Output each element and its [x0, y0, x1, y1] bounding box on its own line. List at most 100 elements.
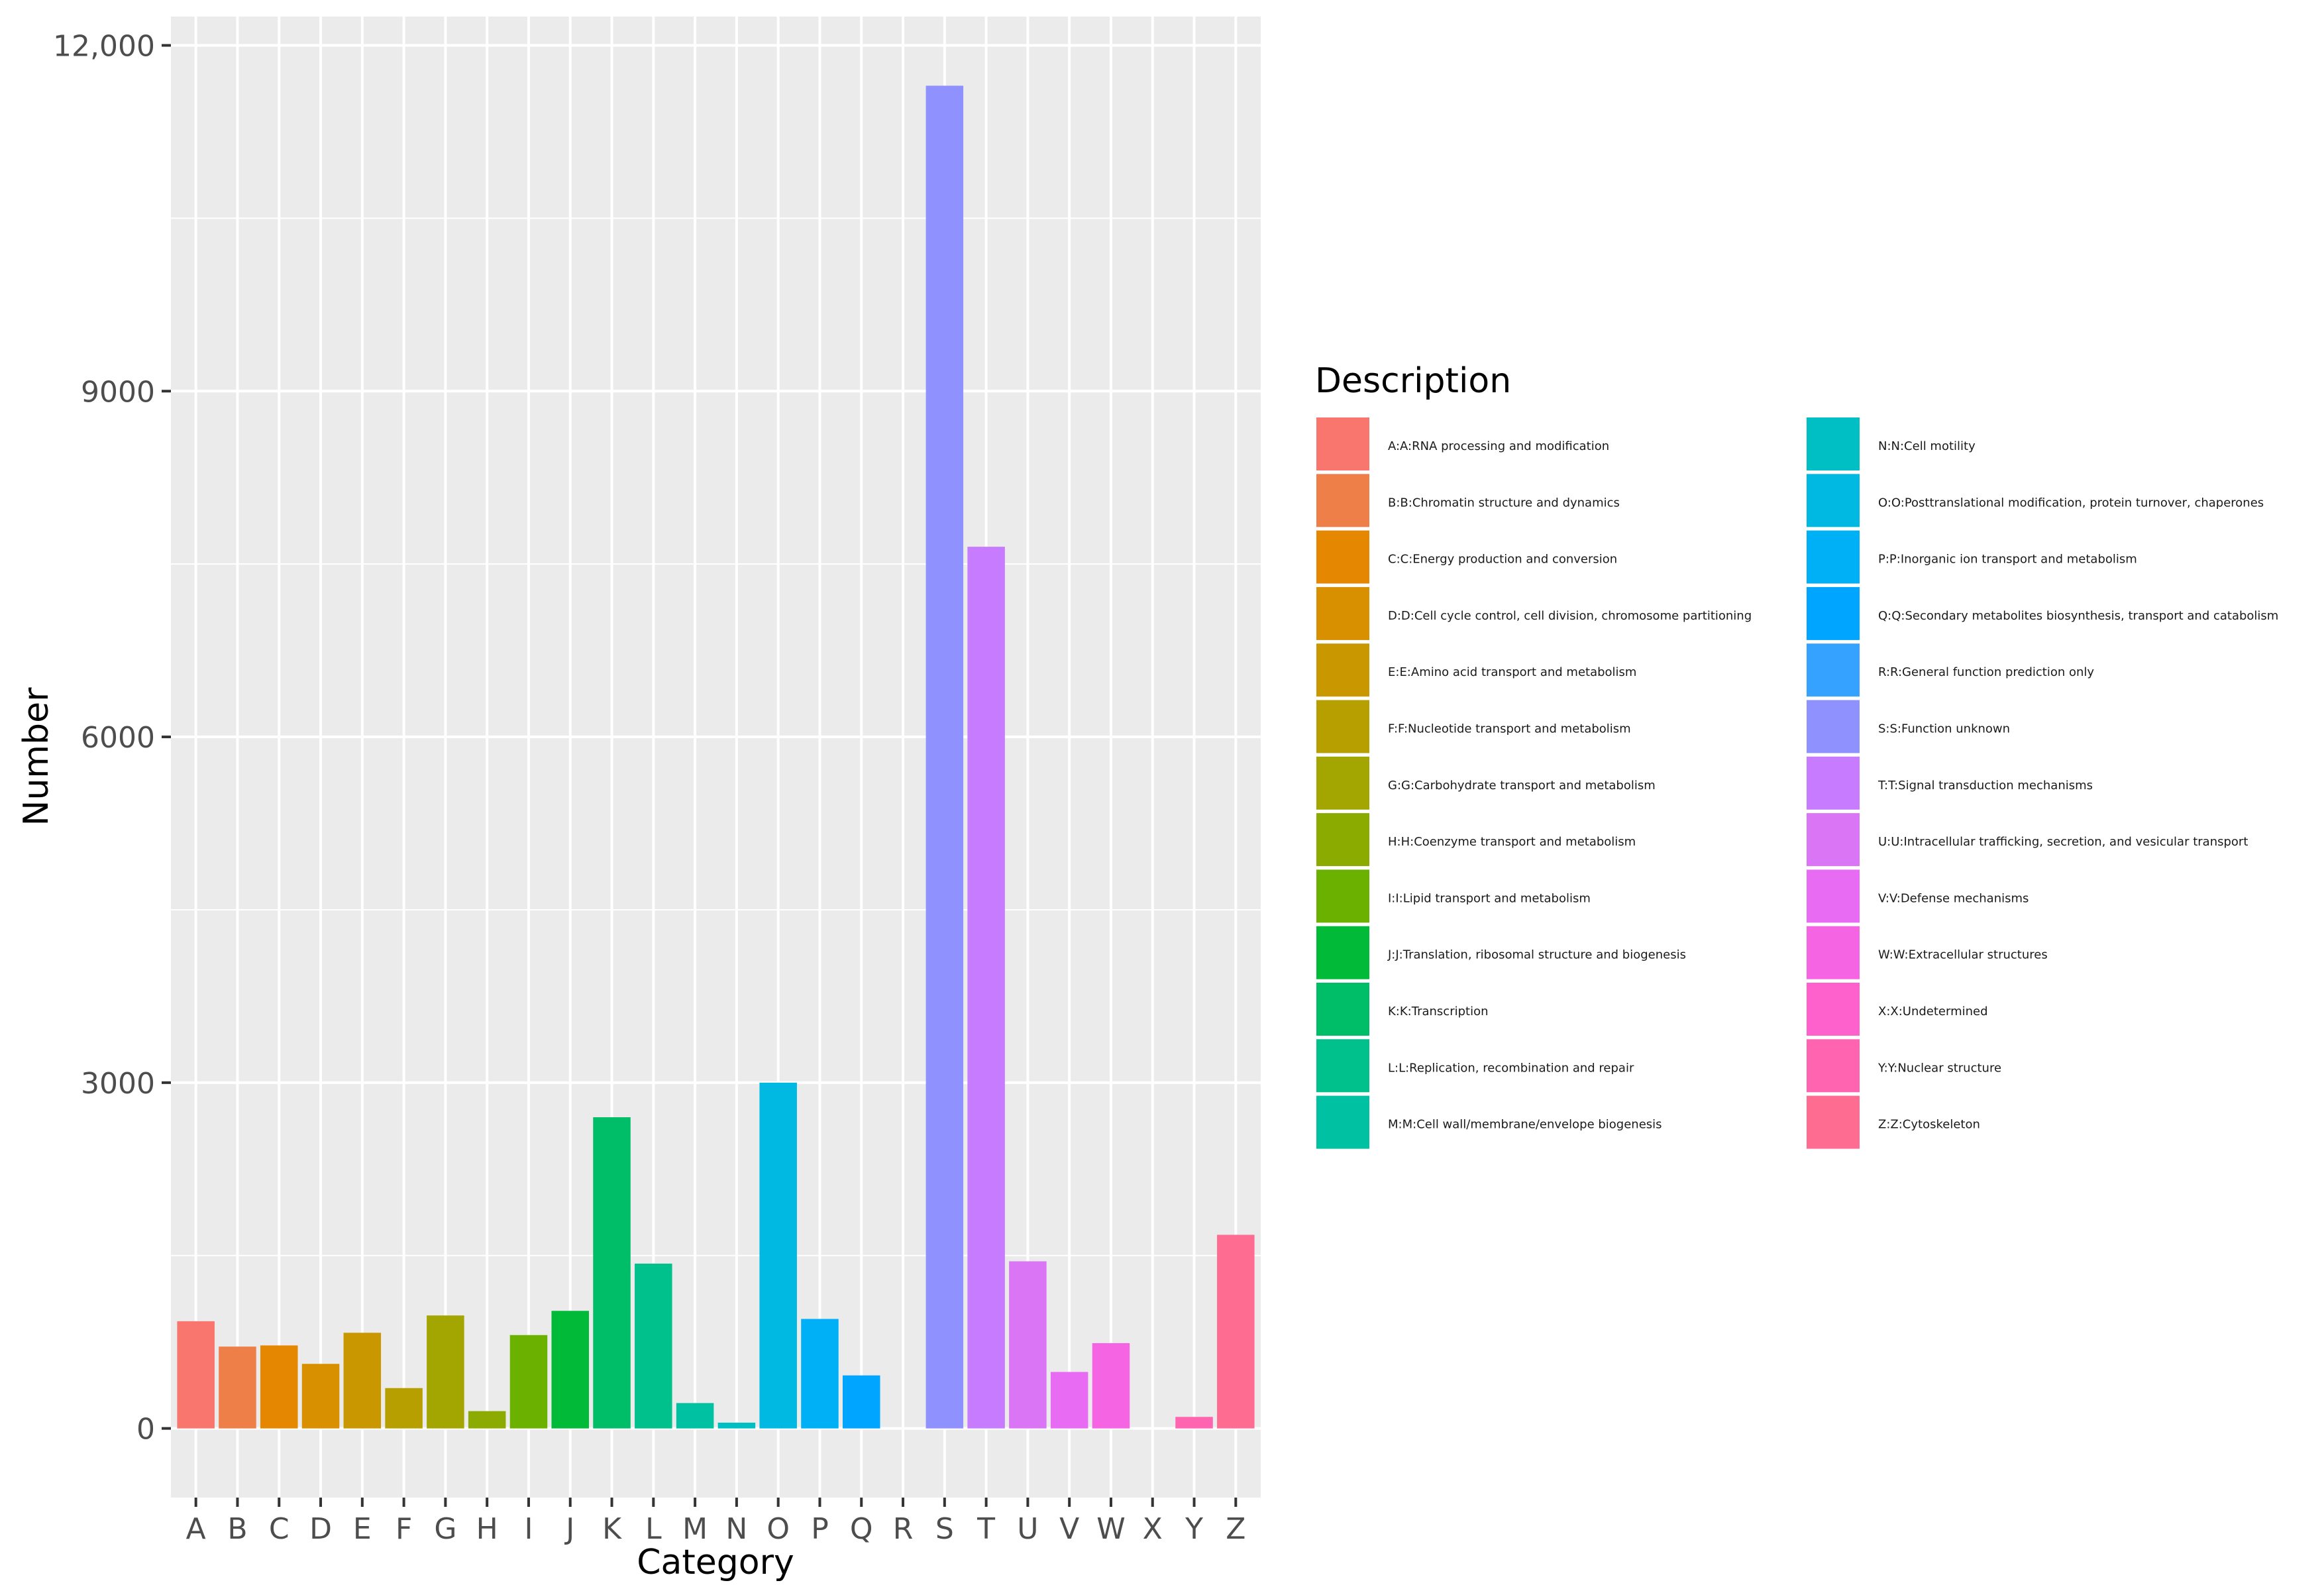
y-tick-label: 3000 [81, 1067, 155, 1101]
legend-item: V:V:Defense mechanisms [1807, 869, 2029, 923]
bar-B [219, 1346, 256, 1429]
bar-Q [842, 1375, 880, 1429]
legend-key [1807, 417, 1860, 470]
x-tick-label: J [564, 1512, 574, 1546]
legend-label: N:N:Cell motility [1878, 439, 1976, 453]
bar-L [635, 1263, 672, 1429]
bar-O [759, 1082, 797, 1429]
bar-G [427, 1315, 464, 1429]
legend-item: G:G:Carbohydrate transport and metabolis… [1316, 756, 1656, 810]
legend-key [1316, 869, 1369, 923]
legend-label: H:H:Coenzyme transport and metabolism [1388, 835, 1636, 849]
bar-F [385, 1388, 423, 1429]
legend-key [1807, 926, 1860, 979]
legend-label: M:M:Cell wall/membrane/envelope biogenes… [1388, 1118, 1662, 1132]
x-tick-label: A [186, 1512, 206, 1546]
y-tick-label: 12,000 [53, 29, 155, 63]
legend-key [1316, 1039, 1369, 1093]
legend-item: W:W:Extracellular structures [1807, 926, 2048, 979]
x-tick-label: I [524, 1512, 533, 1546]
legend-key [1807, 1095, 1860, 1149]
legend-key [1807, 474, 1860, 527]
legend-label: F:F:Nucleotide transport and metabolism [1388, 722, 1631, 736]
x-tick-label: V [1059, 1512, 1079, 1546]
legend-label: P:P:Inorganic ion transport and metaboli… [1878, 553, 2137, 567]
bar-K [593, 1117, 631, 1429]
legend-item: Z:Z:Cytoskeleton [1807, 1095, 1980, 1149]
legend-item: I:I:Lipid transport and metabolism [1316, 869, 1591, 923]
legend-item: C:C:Energy production and conversion [1316, 530, 1617, 584]
legend-label: S:S:Function unknown [1878, 722, 2010, 736]
legend-key [1807, 530, 1860, 584]
x-tick-label: H [476, 1512, 498, 1546]
legend-key [1316, 474, 1369, 527]
legend-label: I:I:Lipid transport and metabolism [1388, 891, 1591, 905]
bar-C [260, 1345, 298, 1429]
legend: A:A:RNA processing and modification B:B:C… [1316, 417, 2278, 1149]
legend-key [1316, 700, 1369, 753]
x-tick-label: K [602, 1512, 622, 1546]
x-tick-label: M [682, 1512, 708, 1546]
legend-label: J:J:Translation, ribosomal structure and… [1387, 948, 1686, 962]
legend-label: D:D:Cell cycle control, cell division, c… [1388, 609, 1752, 623]
legend-item: D:D:Cell cycle control, cell division, c… [1316, 586, 1752, 640]
legend-title: Description [1315, 361, 1511, 401]
legend-item: H:H:Coenzyme transport and metabolism [1316, 813, 1636, 867]
legend-label: Y:Y:Nuclear structure [1877, 1061, 2001, 1075]
legend-key [1807, 813, 1860, 867]
x-tick-label: X [1143, 1512, 1163, 1546]
legend-item: R:R:General function prediction only [1807, 643, 2094, 697]
legend-key [1807, 869, 1860, 923]
bar-H [468, 1411, 506, 1429]
legend-item: A:A:RNA processing and modification [1316, 417, 1609, 470]
legend-key [1807, 756, 1860, 810]
bar-I [509, 1335, 548, 1429]
legend-key [1316, 813, 1369, 867]
legend-key [1316, 756, 1369, 810]
legend-item: X:X:Undetermined [1807, 983, 1988, 1036]
x-tick-label: D [309, 1512, 332, 1546]
x-tick-label: U [1017, 1512, 1038, 1546]
legend-item: P:P:Inorganic ion transport and metaboli… [1807, 530, 2137, 584]
legend-label: W:W:Extracellular structures [1878, 948, 2048, 962]
bar-D [301, 1364, 340, 1429]
x-tick-label: E [353, 1512, 372, 1546]
bars [177, 85, 1255, 1429]
bar-W [1092, 1343, 1130, 1429]
legend-key [1807, 700, 1860, 753]
x-tick-label: G [434, 1512, 456, 1546]
x-tick-label: O [766, 1512, 790, 1546]
legend-item: B:B:Chromatin structure and dynamics [1316, 474, 1620, 527]
legend-label: Z:Z:Cytoskeleton [1878, 1118, 1980, 1132]
x-tick-label: Y [1185, 1512, 1203, 1546]
bar-V [1050, 1372, 1088, 1429]
x-tick-label: L [645, 1512, 662, 1546]
bar-T [967, 547, 1005, 1429]
legend-label: G:G:Carbohydrate transport and metabolis… [1388, 779, 1656, 793]
legend-item: J:J:Translation, ribosomal structure and… [1316, 926, 1686, 979]
bar-N [717, 1422, 756, 1429]
y-axis-title: Number [17, 687, 56, 826]
legend-label: K:K:Transcription [1388, 1005, 1489, 1018]
bar-M [676, 1403, 714, 1429]
x-tick-label: N [725, 1512, 747, 1546]
bar-S [925, 85, 964, 1429]
x-tick-label: F [396, 1512, 412, 1546]
legend-key [1807, 1039, 1860, 1093]
bar-U [1009, 1261, 1047, 1429]
legend-key [1807, 643, 1860, 697]
legend-item: S:S:Function unknown [1807, 700, 2010, 753]
legend-item: L:L:Replication, recombination and repai… [1316, 1039, 1634, 1093]
bar-P [801, 1319, 839, 1429]
legend-label: B:B:Chromatin structure and dynamics [1388, 496, 1620, 510]
legend-key [1316, 586, 1369, 640]
panel-background [171, 17, 1261, 1498]
legend-key [1316, 530, 1369, 584]
legend-label: L:L:Replication, recombination and repai… [1388, 1061, 1634, 1075]
legend-label: A:A:RNA processing and modification [1388, 439, 1609, 453]
legend-key [1807, 586, 1860, 640]
x-tick-label: W [1096, 1512, 1126, 1546]
legend-item: U:U:Intracellular trafficking, secretion… [1807, 813, 2248, 867]
